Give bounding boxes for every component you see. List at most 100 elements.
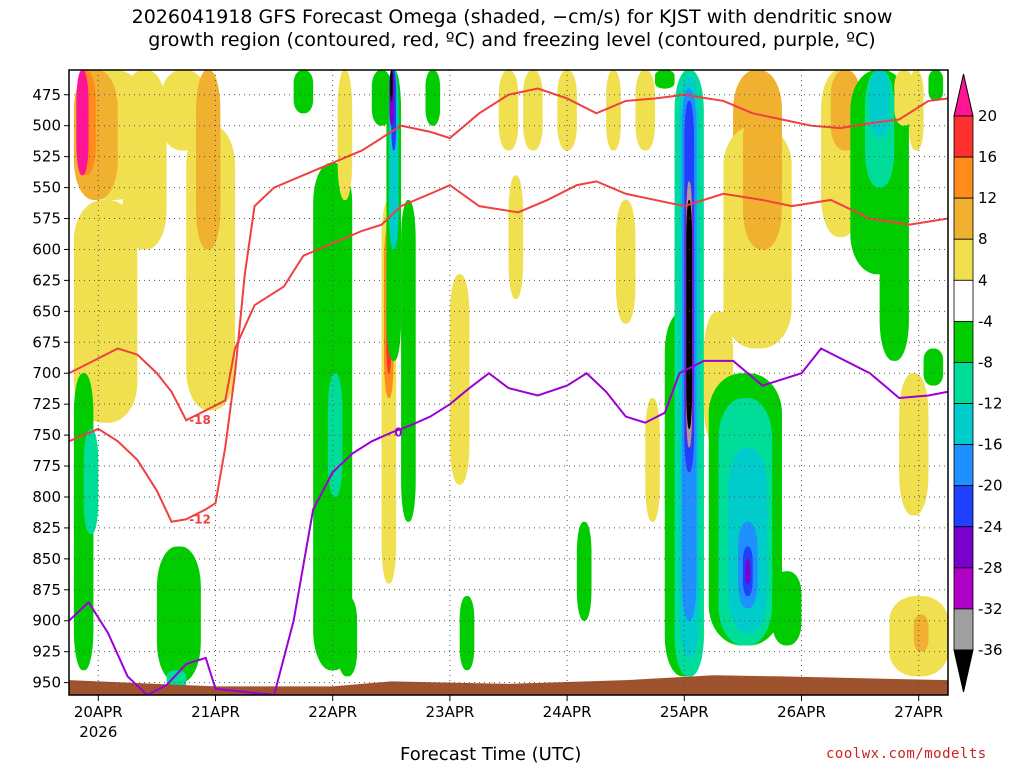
colorbar-label: -4 bbox=[978, 312, 993, 330]
omega-shade-region bbox=[390, 70, 393, 101]
omega-shade-region bbox=[195, 70, 221, 250]
colorbar-label: -28 bbox=[978, 559, 1003, 577]
omega-shade-region bbox=[401, 199, 416, 522]
y-tick-label: 825 bbox=[32, 519, 61, 537]
x-tick-label: 20APR bbox=[74, 703, 123, 721]
y-axis: 475 500 525 550 575 600 625 650 675 700 725 750 775 8… bbox=[32, 86, 69, 692]
chart-title-line2: growth region (contoured, red, ºC) and f… bbox=[148, 29, 876, 51]
omega-shade-region bbox=[635, 70, 655, 151]
y-tick-label: 750 bbox=[32, 426, 61, 444]
y-tick-label: 550 bbox=[32, 179, 61, 197]
colorbar-swatch bbox=[953, 197, 974, 240]
y-tick-label: 900 bbox=[32, 612, 61, 630]
y-tick-label: 875 bbox=[32, 581, 61, 599]
y-tick-label: 500 bbox=[32, 117, 61, 135]
omega-shade-region bbox=[869, 70, 890, 139]
omega-shade-region bbox=[523, 70, 543, 151]
omega-shade-region bbox=[772, 571, 802, 646]
colorbar-swatch bbox=[953, 320, 974, 363]
y-tick-label: 800 bbox=[32, 488, 61, 506]
omega-shade-region bbox=[655, 70, 675, 89]
colorbar: 20 16 12 8 4 -4 -8 -12 -16 -20 -24 -28 -32 -36 bbox=[953, 73, 1003, 693]
y-tick-label: 775 bbox=[32, 457, 61, 475]
omega-shade-region bbox=[606, 70, 621, 151]
contour-line--12 bbox=[69, 87, 948, 523]
source-credit[interactable]: coolwx.com/modelts bbox=[826, 746, 987, 762]
colorbar-label: -36 bbox=[978, 641, 1003, 659]
x-tick-label: 26APR bbox=[777, 703, 826, 721]
contour-label-0: 0 bbox=[394, 426, 402, 440]
omega-shade-region bbox=[908, 70, 924, 151]
colorbar-label: 20 bbox=[978, 107, 997, 125]
omega-shade-region bbox=[73, 199, 138, 423]
x-tick-label: 25APR bbox=[660, 703, 709, 721]
contour-line--18 bbox=[69, 180, 948, 422]
contour-line-0 bbox=[69, 347, 948, 695]
omega-shade-region bbox=[923, 348, 944, 386]
y-tick-label: 850 bbox=[32, 550, 61, 568]
colorbar-swatch bbox=[953, 403, 974, 446]
x-tick-label: 22APR bbox=[308, 703, 357, 721]
colorbar-label: 4 bbox=[978, 271, 988, 289]
y-tick-label: 525 bbox=[32, 148, 61, 166]
omega-shade-region bbox=[337, 70, 353, 200]
chart-title: 2026041918 GFS Forecast Omega (shaded, −… bbox=[0, 6, 1024, 52]
omega-shade-region bbox=[76, 70, 89, 176]
colorbar-label: -8 bbox=[978, 353, 993, 371]
x-tick-label: 21APR bbox=[191, 703, 240, 721]
omega-shade-region bbox=[83, 428, 99, 535]
y-tick-label: 950 bbox=[32, 674, 61, 692]
omega-shade-region bbox=[459, 595, 475, 671]
colorbar-top-arrow bbox=[953, 73, 974, 117]
omega-shade-region bbox=[293, 70, 314, 114]
omega-shade-region bbox=[615, 199, 636, 324]
x-axis: 20APR 21APR 22APR 23APR 24APR 25APR 26APR 27APR… bbox=[74, 695, 943, 741]
colorbar-bottom-arrow bbox=[953, 649, 974, 693]
omega-shade-region bbox=[645, 397, 660, 522]
colorbar-label: -32 bbox=[978, 600, 1003, 618]
contour-label--12: -12 bbox=[189, 512, 211, 526]
chart-title-line1: 2026041918 GFS Forecast Omega (shaded, −… bbox=[131, 6, 893, 28]
omega-shade-region bbox=[576, 521, 592, 621]
colorbar-swatch bbox=[953, 362, 974, 404]
y-tick-label: 650 bbox=[32, 302, 61, 320]
omega-shade-region bbox=[337, 595, 358, 677]
y-tick-label: 925 bbox=[32, 643, 61, 661]
omega-shade-region bbox=[913, 614, 929, 652]
omega-shade-region bbox=[508, 175, 524, 299]
omega-shade-region bbox=[686, 199, 693, 429]
colorbar-label: -12 bbox=[978, 395, 1003, 413]
omega-shade-region bbox=[449, 274, 470, 485]
colorbar-swatch bbox=[953, 526, 974, 569]
colorbar-swatch bbox=[953, 156, 974, 199]
y-tick-label: 600 bbox=[32, 240, 61, 258]
y-tick-label: 700 bbox=[32, 364, 61, 382]
x-tick-label: 27APR bbox=[894, 703, 943, 721]
x-axis-label: Forecast Time (UTC) bbox=[400, 744, 582, 765]
colorbar-label: 8 bbox=[978, 230, 988, 248]
omega-shade-region bbox=[745, 558, 751, 584]
colorbar-swatch bbox=[953, 444, 974, 487]
y-tick-label: 725 bbox=[32, 395, 61, 413]
colorbar-swatch bbox=[953, 485, 974, 528]
omega-shade-region bbox=[928, 70, 944, 101]
omega-shade-region bbox=[425, 70, 441, 126]
omega-shade-region bbox=[498, 70, 519, 151]
colorbar-swatch bbox=[953, 115, 974, 158]
colorbar-label: 12 bbox=[978, 189, 997, 207]
colorbar-swatch bbox=[953, 608, 974, 651]
y-tick-label: 675 bbox=[32, 333, 61, 351]
omega-shade-region bbox=[156, 546, 201, 683]
omega-shading: -18 -12 0 bbox=[69, 70, 948, 695]
contour-label--18: -18 bbox=[189, 413, 211, 427]
x-tick-sublabel: 2026 bbox=[79, 723, 117, 741]
ground-terrain bbox=[69, 675, 948, 695]
colorbar-label: 16 bbox=[978, 148, 997, 166]
colorbar-label: -16 bbox=[978, 436, 1003, 454]
y-tick-label: 625 bbox=[32, 271, 61, 289]
colorbar-swatch bbox=[953, 567, 974, 610]
colorbar-label: -24 bbox=[978, 518, 1003, 536]
omega-shade-region bbox=[899, 373, 929, 516]
colorbar-label: -20 bbox=[978, 477, 1003, 495]
